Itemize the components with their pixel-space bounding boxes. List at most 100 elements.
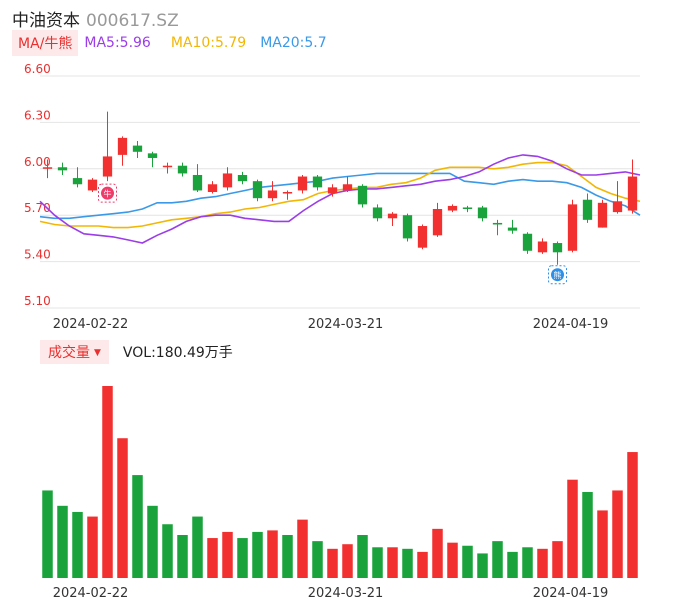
stock-code: 000617.SZ	[86, 11, 179, 31]
candle	[147, 151, 158, 168]
volume-bar	[582, 491, 593, 578]
volume-bar	[492, 541, 503, 578]
volume-bar	[477, 553, 488, 578]
candle	[177, 162, 188, 177]
candle-body	[192, 174, 203, 191]
candle	[207, 181, 218, 194]
candle-body	[402, 215, 413, 239]
bear-marker-icon: 熊	[548, 265, 567, 285]
x-tick-label: 2024-02-22	[53, 586, 129, 601]
candle-body	[87, 179, 98, 191]
stock-name: 中油资本	[12, 11, 80, 31]
candle	[102, 111, 113, 182]
volume-bar	[612, 490, 623, 578]
candle-body	[252, 181, 263, 199]
candle	[432, 202, 443, 237]
candle	[162, 162, 173, 174]
volume-bar	[372, 547, 383, 578]
marker-label: 牛	[104, 189, 112, 199]
volume-bar	[282, 534, 293, 578]
candle	[237, 171, 248, 185]
volume-bar	[192, 516, 203, 578]
candle-body	[582, 199, 593, 220]
candle-body	[627, 176, 638, 211]
x-tick-label: 2024-03-21	[308, 317, 384, 332]
candle	[72, 167, 83, 188]
candle-body	[372, 207, 383, 219]
ma-indicator-button[interactable]: MA/牛熊	[12, 30, 79, 56]
volume-bar	[162, 524, 173, 578]
candle-body	[297, 176, 308, 191]
candle	[372, 204, 383, 222]
y-tick-label: 6.60	[24, 62, 51, 76]
candle	[387, 212, 398, 227]
candle	[252, 179, 263, 202]
candle-body	[102, 156, 113, 177]
candle-body	[612, 201, 623, 213]
marker-frame	[98, 183, 117, 203]
candle	[552, 241, 563, 265]
candle-body	[522, 233, 533, 251]
candle-body	[567, 204, 578, 251]
volume-bar	[507, 551, 518, 578]
candle	[267, 181, 278, 202]
candle	[417, 224, 428, 250]
volume-bar	[87, 516, 98, 578]
candle-body	[222, 173, 233, 188]
price-chart[interactable]: 6.606.306.005.705.405.10 牛熊 2024-02-22 20…	[0, 0, 686, 340]
volume-bar	[417, 551, 428, 578]
candle-body	[447, 205, 458, 211]
candle	[57, 162, 68, 175]
volume-bar	[237, 538, 248, 578]
volume-bar	[72, 511, 83, 578]
candle-body	[237, 174, 248, 182]
volume-value: VOL:180.49万手	[122, 345, 233, 361]
candle	[462, 205, 473, 213]
caret-down-icon: ▼	[94, 348, 101, 358]
volume-bar	[537, 548, 548, 578]
candle-body	[357, 185, 368, 205]
candle-body	[57, 167, 68, 171]
volume-bar	[42, 490, 53, 578]
volume-bar	[552, 541, 563, 578]
volume-bar	[177, 534, 188, 578]
candle-body	[507, 227, 518, 231]
y-tick-label: 6.00	[24, 155, 51, 169]
candle	[342, 176, 353, 192]
candle	[42, 159, 53, 179]
bull-marker-icon: 牛	[98, 183, 117, 203]
volume-bar	[252, 531, 263, 578]
candle	[402, 213, 413, 242]
candle-body	[177, 165, 188, 174]
volume-indicator-button[interactable]: 成交量 ▼	[40, 340, 109, 364]
candle-body	[147, 153, 158, 158]
volume-bar	[102, 386, 113, 578]
candle-body	[492, 222, 503, 225]
candle-body	[597, 202, 608, 228]
candle	[492, 219, 503, 236]
x-tick-label: 2024-04-19	[533, 586, 609, 601]
marker-label: 熊	[554, 270, 562, 280]
candle	[357, 184, 368, 208]
candle-body	[42, 167, 53, 169]
volume-bar	[447, 542, 458, 578]
marker-disc	[551, 268, 564, 282]
candle	[117, 136, 128, 166]
stock-title: 中油资本 000617.SZ	[12, 6, 179, 31]
candle-body	[162, 165, 173, 168]
x-tick-label: 2024-03-21	[308, 586, 384, 601]
x-tick-label: 2024-04-19	[533, 317, 609, 332]
volume-bar	[597, 510, 608, 578]
candle-body	[132, 145, 143, 152]
candle	[477, 205, 488, 222]
candle	[537, 238, 548, 254]
ma5-line	[39, 154, 641, 244]
volume-bar	[132, 475, 143, 578]
volume-bar	[222, 531, 233, 578]
volume-bar	[117, 438, 128, 578]
candle-body	[462, 207, 473, 210]
candle-body	[282, 192, 293, 194]
candle	[327, 184, 338, 197]
marker-disc	[101, 186, 114, 200]
